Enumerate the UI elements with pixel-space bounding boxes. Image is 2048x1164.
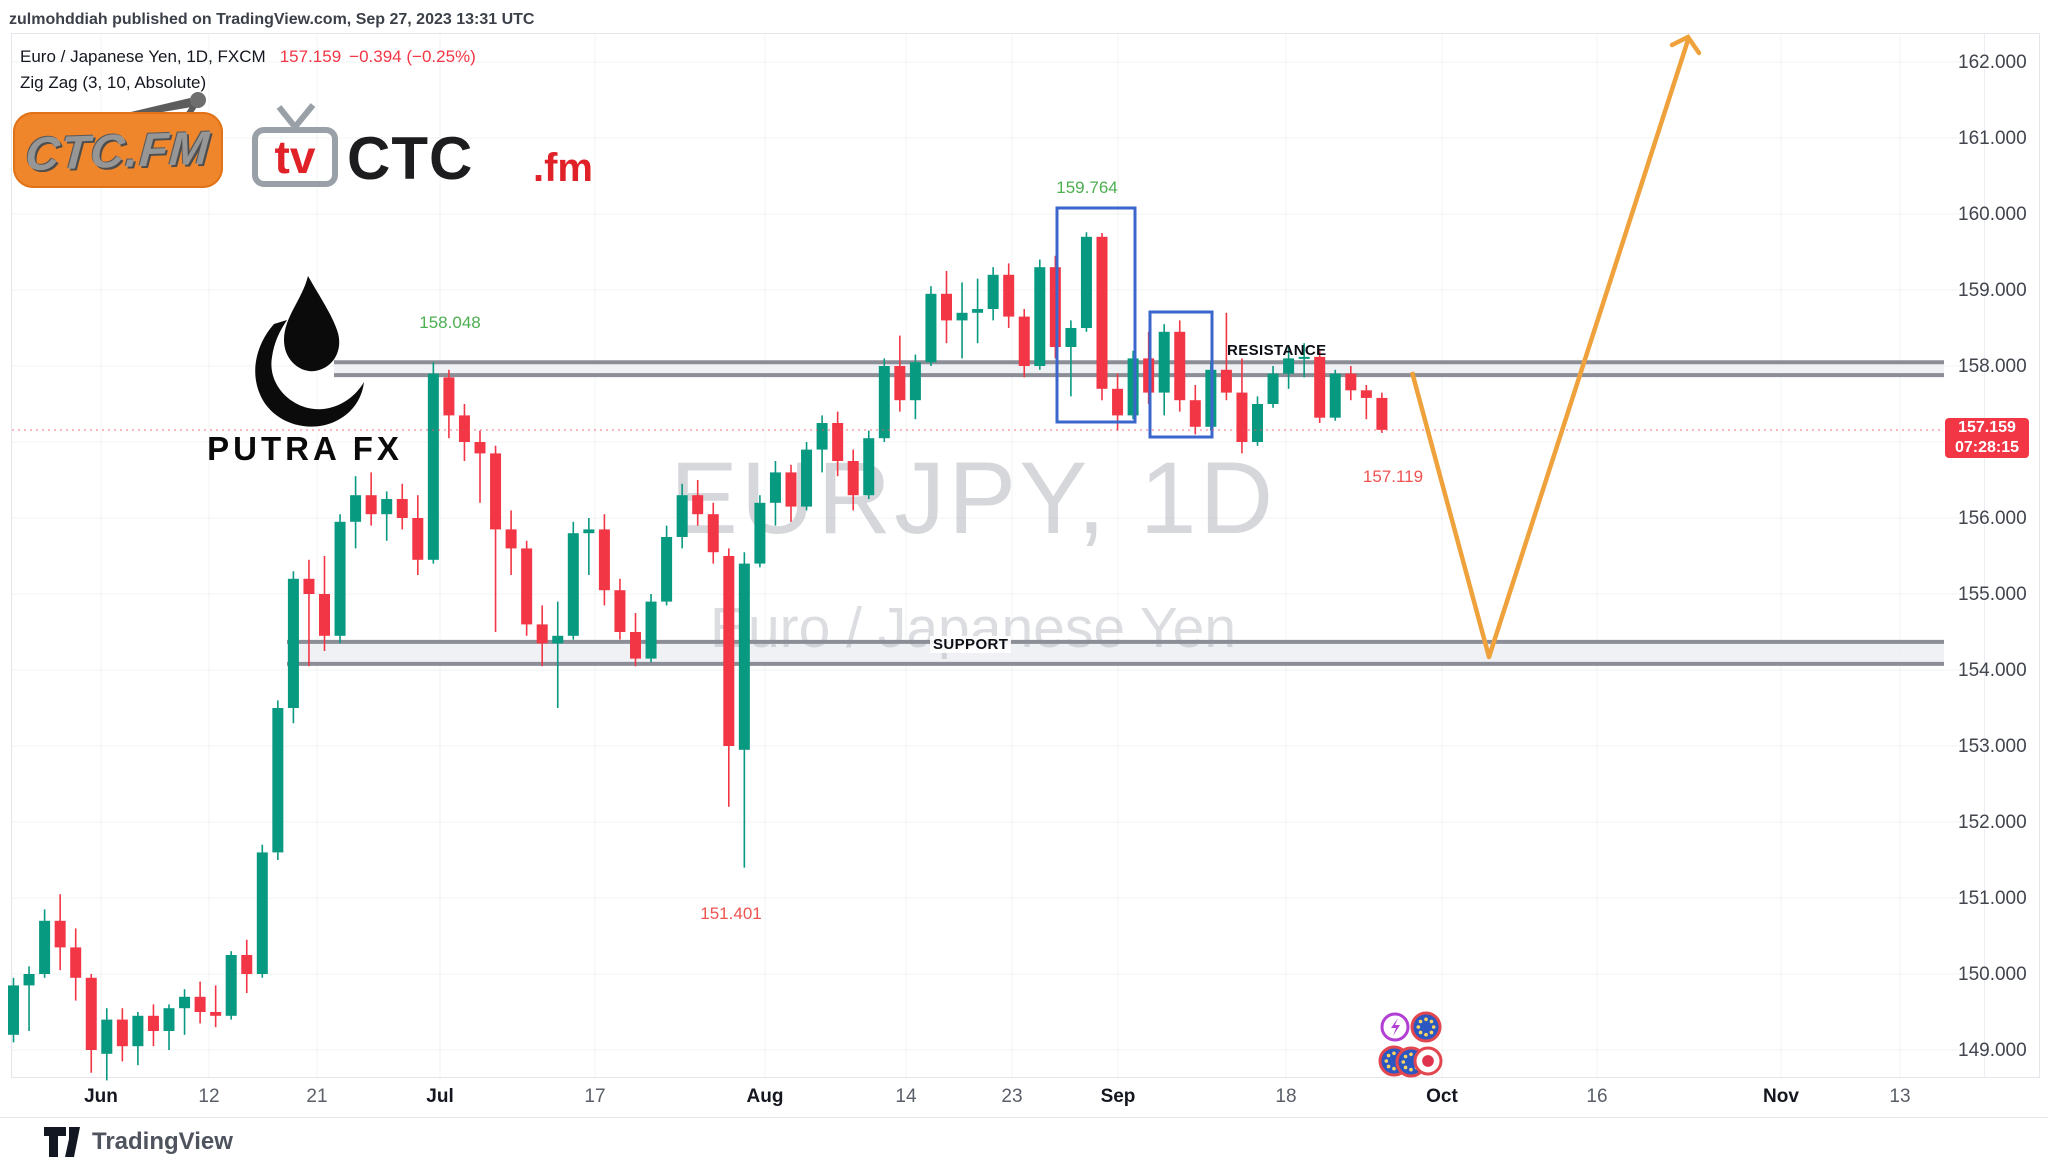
price-axis-label: 151.000 — [1958, 888, 2027, 909]
time-axis-label: 14 — [895, 1086, 917, 1107]
time-axis-label: Oct — [1426, 1086, 1458, 1107]
last-price-badge: 157.159 07:28:15 — [1945, 418, 2029, 458]
tv-icon: tv — [252, 127, 338, 187]
tvctc-suffix: .fm — [533, 146, 593, 190]
time-axis-label: Sep — [1100, 1086, 1136, 1107]
symbol-title: Euro / Japanese Yen, 1D, FXCM — [20, 47, 266, 66]
zigzag-low-label-sep: 157.119 — [1362, 467, 1424, 486]
price-axis-label: 152.000 — [1958, 812, 2027, 833]
projection-arrow — [1409, 39, 1691, 660]
ctcfm-logo: CTC.FM — [13, 112, 223, 188]
price-axis-label: 158.000 — [1958, 356, 2027, 377]
lightning-reaction-icon — [1380, 1012, 1410, 1042]
chart-panel-border — [11, 33, 2040, 1078]
time-axis-label: Nov — [1763, 1086, 1799, 1107]
projection-arrowhead — [1669, 34, 1702, 56]
price-axis-label: 159.000 — [1958, 280, 2027, 301]
price-axis-label: 160.000 — [1958, 204, 2027, 225]
time-axis-label: Jun — [84, 1086, 118, 1107]
time-axis-label: 21 — [306, 1086, 328, 1107]
highlight-boxes — [1055, 206, 1214, 439]
time-axis-label: Jul — [426, 1086, 454, 1107]
price-axis-label: 154.000 — [1958, 660, 2027, 681]
price-axis-label: 156.000 — [1958, 508, 2027, 529]
badge-countdown: 07:28:15 — [1954, 439, 2020, 456]
tradingview-attribution[interactable]: TradingView — [92, 1128, 233, 1155]
chart-legend: Euro / Japanese Yen, 1D, FXCM 157.159 −0.3… — [20, 47, 476, 67]
legend-last-price: 157.159 — [279, 47, 342, 66]
grid — [12, 34, 1984, 1078]
japan-flag-icon — [1413, 1046, 1443, 1076]
tvctc-prefix: tv — [274, 131, 316, 183]
time-axis-label: Aug — [746, 1086, 784, 1107]
eu-flag-icon — [1410, 1011, 1442, 1043]
time-axis-label: 16 — [1586, 1086, 1608, 1107]
reaction-stickers — [1378, 1011, 1443, 1078]
indicator-legend: Zig Zag (3, 10, Absolute) — [20, 73, 207, 92]
time-axis-label: 13 — [1889, 1086, 1911, 1107]
price-axis-label: 162.000 — [1958, 52, 2027, 73]
zigzag-high-label-jul: 158.048 — [419, 313, 481, 332]
time-axis-label: 12 — [198, 1086, 220, 1107]
price-axis-label: 161.000 — [1958, 128, 2027, 149]
candles — [8, 232, 1388, 1081]
time-axis-label: 18 — [1275, 1086, 1297, 1107]
tvctc-wordmark: CTC — [347, 125, 474, 192]
price-axis-separator — [1984, 34, 1985, 1078]
time-axis-label: 23 — [1001, 1086, 1023, 1107]
price-axis-label: 149.000 — [1958, 1040, 2027, 1061]
badge-price: 157.159 — [1958, 419, 2016, 436]
zigzag-high-label-sep: 159.764 — [1056, 178, 1118, 197]
putrafx-logo-text: PUTRA FX — [207, 430, 403, 467]
price-axis-label: 153.000 — [1958, 736, 2027, 757]
bottom-bar-divider — [0, 1117, 2048, 1118]
time-axis-label: 17 — [584, 1086, 606, 1107]
support-label: SUPPORT — [930, 636, 1012, 653]
legend-change: −0.394 (−0.25%) — [349, 47, 476, 66]
zigzag-low-label-jul: 151.401 — [700, 904, 762, 923]
resistance-label: RESISTANCE — [1227, 342, 1327, 359]
price-axis-label: 150.000 — [1958, 964, 2027, 985]
publish-attribution: zulmohddiah published on TradingView.com… — [9, 11, 535, 28]
sr-zones — [287, 360, 1944, 666]
ctcfm-logo-text: CTC.FM — [24, 120, 212, 180]
price-axis-label: 155.000 — [1958, 584, 2027, 605]
